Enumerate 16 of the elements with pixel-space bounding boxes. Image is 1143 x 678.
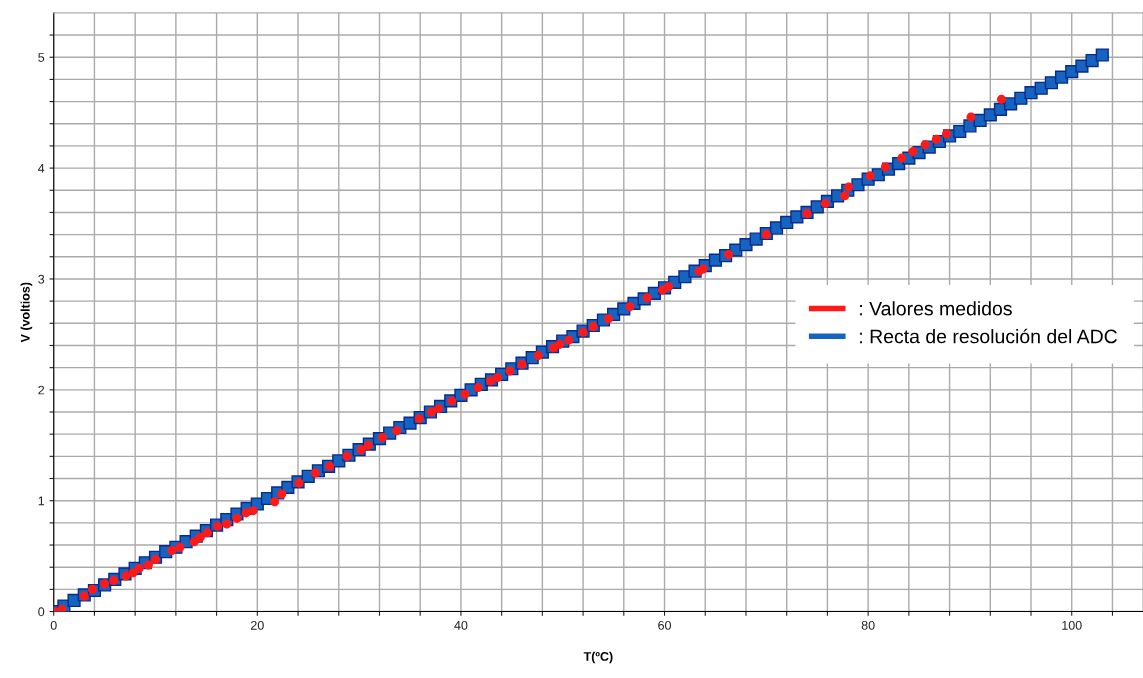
x-axis-title: T(ºC) <box>583 651 613 664</box>
y-axis-title: V (voltios) <box>20 282 33 343</box>
x-tick-label: 40 <box>454 620 468 630</box>
x-tick-label: 100 <box>1062 620 1082 630</box>
legend-label: : Recta de resolución del ADC <box>860 328 1117 344</box>
y-tick-label: 2 <box>38 385 45 395</box>
y-tick-label: 4 <box>38 164 45 173</box>
y-tick-label: 3 <box>38 274 45 284</box>
x-tick-label: 20 <box>251 620 264 630</box>
x-tick-label: 60 <box>658 620 671 630</box>
x-tick-label: 80 <box>861 620 875 630</box>
y-tick-label: 0 <box>38 607 45 617</box>
x-tick-label: 0 <box>50 620 57 630</box>
legend-label: : Valores medidos <box>860 301 1012 316</box>
y-tick-label: 5 <box>38 53 45 62</box>
y-tick-label: 1 <box>38 496 45 506</box>
